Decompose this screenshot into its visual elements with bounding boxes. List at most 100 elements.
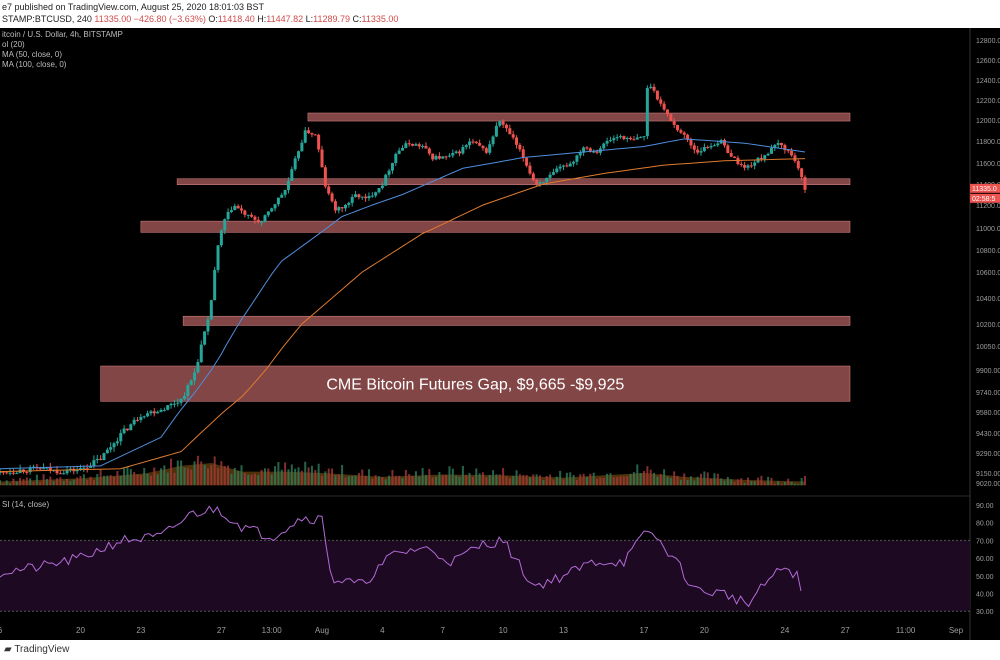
volume-bar bbox=[596, 478, 599, 486]
candle-body bbox=[240, 208, 243, 211]
candle-body bbox=[696, 149, 700, 153]
candle-body bbox=[585, 147, 589, 149]
candle-body bbox=[367, 196, 371, 199]
price-tick-label: 11600.00 bbox=[976, 161, 1000, 168]
volume-bar bbox=[703, 471, 706, 486]
volume-bar bbox=[310, 465, 313, 486]
price-chart[interactable]: 12800.00 12600.00 12400.00 12200.00 12000.00… bbox=[0, 28, 1000, 640]
candle-body bbox=[743, 164, 747, 168]
candle-body bbox=[142, 416, 146, 418]
volume-bar bbox=[656, 476, 659, 486]
candle-body bbox=[179, 398, 183, 403]
volume-bar bbox=[277, 462, 280, 486]
volume-bar bbox=[66, 478, 69, 486]
ma100-line bbox=[0, 158, 806, 473]
volume-bar bbox=[129, 469, 132, 486]
volume-bar bbox=[300, 470, 303, 486]
candle-body bbox=[233, 205, 237, 211]
volume-bar bbox=[555, 476, 558, 486]
open-value: 11418.40 bbox=[217, 14, 255, 24]
volume-bar bbox=[354, 475, 357, 486]
volume-bar bbox=[421, 468, 424, 486]
volume-bar bbox=[193, 461, 196, 486]
candle-body bbox=[458, 151, 462, 154]
volume-bar bbox=[32, 481, 35, 486]
candle-body bbox=[790, 150, 794, 156]
volume-bar bbox=[448, 466, 451, 486]
time-tick-label: 11:00 bbox=[896, 626, 916, 635]
candle-body bbox=[729, 153, 733, 157]
volume-bar bbox=[361, 469, 364, 486]
volume-bar bbox=[435, 476, 438, 486]
candle-body bbox=[65, 470, 69, 474]
volume-bar bbox=[45, 479, 48, 486]
volume-bar bbox=[42, 474, 45, 486]
volume-bar bbox=[227, 465, 230, 486]
volume-bar bbox=[475, 468, 478, 486]
volume-bar bbox=[82, 474, 85, 486]
volume-bar bbox=[549, 474, 552, 486]
candle-body bbox=[401, 148, 404, 151]
volume-bar bbox=[102, 475, 105, 486]
candle-body bbox=[333, 201, 337, 211]
time-tick-label: 20 bbox=[76, 626, 85, 635]
candle-body bbox=[716, 143, 720, 146]
volume-bar bbox=[391, 469, 394, 486]
volume-bar bbox=[139, 475, 142, 486]
volume-bar bbox=[314, 470, 317, 486]
volume-bar bbox=[394, 475, 397, 486]
volume-bar bbox=[582, 473, 585, 486]
candle-body bbox=[330, 193, 334, 202]
volume-bar bbox=[35, 474, 38, 486]
candle-body bbox=[303, 130, 307, 143]
volume-bar bbox=[522, 475, 525, 486]
candle-body bbox=[431, 153, 435, 160]
candle-body bbox=[203, 331, 207, 345]
price-tick-label: 10400.00 bbox=[976, 296, 1000, 303]
candle-body bbox=[15, 473, 19, 475]
candle-body bbox=[555, 168, 559, 173]
volume-bar bbox=[579, 474, 582, 486]
volume-bar bbox=[736, 479, 739, 486]
candle-body bbox=[307, 130, 311, 134]
volume-bar bbox=[233, 467, 236, 486]
volume-bar bbox=[243, 472, 246, 486]
chart-area[interactable]: 12800.00 12600.00 12400.00 12200.00 12000.00… bbox=[0, 28, 1000, 640]
volume-bar bbox=[693, 480, 696, 486]
candle-body bbox=[327, 186, 331, 194]
rsi-line bbox=[0, 505, 802, 608]
high-value: 11447.82 bbox=[266, 14, 304, 24]
candle-body bbox=[250, 214, 254, 217]
volume-bar bbox=[25, 477, 28, 486]
tradingview-brand: ▰ TradingView bbox=[4, 644, 69, 655]
candle-body bbox=[786, 150, 790, 152]
volume-bar bbox=[505, 476, 508, 486]
countdown-label: 02:58:5 bbox=[972, 196, 995, 203]
volume-bar bbox=[19, 477, 22, 486]
candle-body bbox=[652, 86, 656, 91]
candle-body bbox=[407, 143, 411, 145]
volume-bar bbox=[240, 465, 243, 486]
volume-bar bbox=[79, 476, 82, 486]
rsi-tick-label: 40.00 bbox=[976, 592, 994, 599]
candle-body bbox=[528, 165, 532, 174]
candle-body bbox=[79, 468, 82, 470]
candle-body bbox=[632, 139, 636, 141]
candle-body bbox=[649, 86, 653, 89]
candle-body bbox=[595, 151, 599, 153]
time-tick-label: 6 bbox=[0, 626, 3, 635]
time-tick-label: 4 bbox=[380, 626, 385, 635]
candle-body bbox=[152, 411, 156, 414]
price-tick-label: 12200.00 bbox=[976, 98, 1000, 105]
candle-body bbox=[635, 137, 639, 140]
candle-body bbox=[343, 204, 347, 209]
candle-body bbox=[216, 245, 220, 270]
price-tick-label: 9740.00 bbox=[976, 390, 1000, 397]
time-tick-label: 17 bbox=[640, 626, 649, 635]
volume-bar bbox=[602, 478, 605, 486]
volume-bar bbox=[723, 480, 726, 486]
volume-bar bbox=[183, 467, 186, 486]
volume-bar bbox=[787, 478, 790, 486]
volume-bar bbox=[213, 456, 216, 486]
candle-body bbox=[665, 109, 669, 115]
